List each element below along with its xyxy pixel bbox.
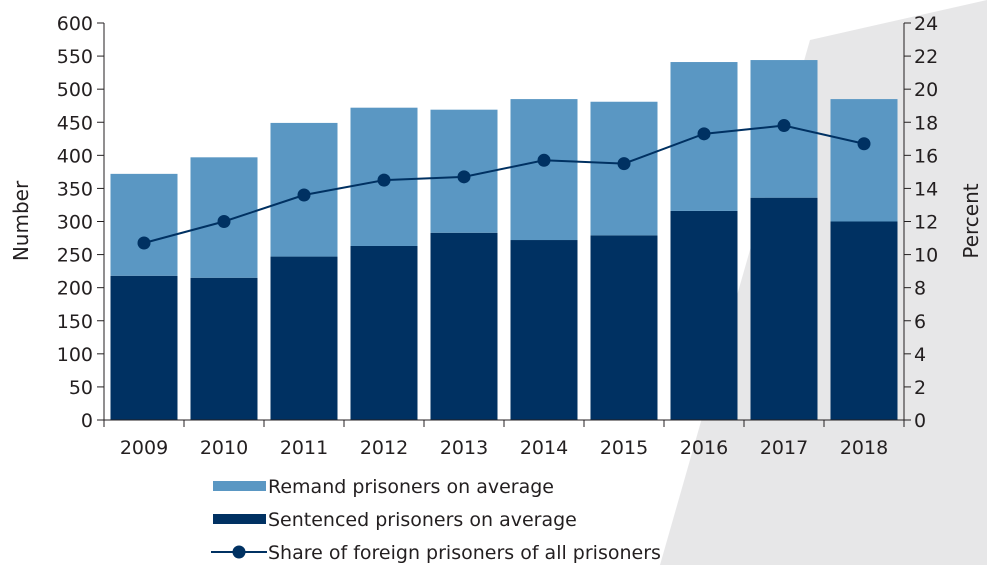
- y2-axis-title: Percent: [959, 183, 983, 258]
- y-tick-label: 500: [57, 79, 93, 101]
- y-tick-label: 400: [57, 145, 93, 167]
- y2-tick-label: 12: [914, 212, 938, 234]
- x-tick-label: 2012: [360, 437, 408, 459]
- y-tick-label: 600: [57, 13, 93, 35]
- point-foreign-share-2017: [777, 119, 791, 133]
- legend-swatch-remand: [213, 481, 266, 491]
- axes-layer: 0501001502002503003504004505005506000246…: [57, 13, 938, 459]
- point-foreign-share-2018: [857, 137, 871, 151]
- bars-layer: [110, 60, 898, 420]
- x-tick-label: 2009: [120, 437, 168, 459]
- y2-tick-label: 24: [914, 13, 938, 35]
- y2-tick-label: 6: [914, 311, 926, 333]
- y2-tick-label: 4: [914, 344, 926, 366]
- point-foreign-share-2015: [617, 157, 631, 171]
- y-tick-label: 100: [57, 344, 93, 366]
- bar-sentenced-2018: [830, 221, 898, 420]
- legend-label: Remand prisoners on average: [268, 476, 554, 498]
- legend-swatch-sentenced: [213, 514, 266, 524]
- y-tick-label: 450: [57, 112, 93, 134]
- bar-remand-2014: [510, 99, 578, 241]
- y-tick-label: 550: [57, 46, 93, 68]
- y-tick-label: 200: [57, 278, 93, 300]
- y-tick-label: 300: [57, 212, 93, 234]
- bar-sentenced-2013: [430, 232, 498, 420]
- bar-sentenced-2009: [110, 275, 178, 420]
- point-foreign-share-2013: [457, 170, 471, 184]
- point-foreign-share-2012: [377, 173, 391, 187]
- x-tick-label: 2011: [280, 437, 328, 459]
- bar-sentenced-2012: [350, 245, 418, 420]
- x-tick-label: 2014: [520, 437, 568, 459]
- background-watermark-shape: [660, 0, 987, 565]
- bar-remand-2009: [110, 173, 178, 276]
- x-tick-label: 2018: [840, 437, 888, 459]
- y-tick-label: 250: [57, 245, 93, 267]
- legend-label: Sentenced prisoners on average: [268, 509, 577, 531]
- point-foreign-share-2014: [537, 153, 551, 167]
- point-foreign-share-2016: [697, 127, 711, 141]
- y2-tick-label: 2: [914, 377, 926, 399]
- point-foreign-share-2011: [297, 188, 311, 202]
- y2-tick-label: 8: [914, 278, 926, 300]
- point-foreign-share-2010: [217, 215, 231, 228]
- bar-remand-2018: [830, 99, 898, 222]
- bar-sentenced-2017: [750, 197, 818, 420]
- y2-tick-label: 22: [914, 46, 938, 68]
- y-tick-label: 0: [81, 410, 93, 432]
- legend: Remand prisoners on average Sentenced pri…: [211, 476, 661, 564]
- bar-sentenced-2015: [590, 235, 658, 420]
- x-tick-label: 2013: [440, 437, 488, 459]
- bar-sentenced-2011: [270, 256, 338, 420]
- x-tick-label: 2017: [760, 437, 808, 459]
- legend-label: Share of foreign prisoners of all prison…: [268, 542, 661, 564]
- y2-tick-label: 18: [914, 112, 938, 134]
- y-tick-label: 50: [69, 377, 93, 399]
- y2-tick-label: 16: [914, 145, 938, 167]
- x-tick-label: 2015: [600, 437, 648, 459]
- y2-tick-label: 20: [914, 79, 938, 101]
- y2-tick-label: 0: [914, 410, 926, 432]
- point-foreign-share-2009: [137, 236, 151, 250]
- y-tick-label: 150: [57, 311, 93, 333]
- x-tick-label: 2016: [680, 437, 728, 459]
- line-foreign-share: [143, 124, 865, 244]
- x-tick-label: 2010: [200, 437, 248, 459]
- y2-tick-label: 10: [914, 245, 938, 267]
- bar-sentenced-2016: [670, 210, 738, 420]
- y-axis-title: Number: [9, 180, 33, 261]
- bar-sentenced-2010: [190, 277, 258, 420]
- y2-tick-label: 14: [914, 178, 938, 200]
- legend-marker-foreign-share: [232, 545, 246, 559]
- line-layer: [137, 119, 871, 250]
- bar-sentenced-2014: [510, 240, 578, 420]
- y-tick-label: 350: [57, 178, 93, 200]
